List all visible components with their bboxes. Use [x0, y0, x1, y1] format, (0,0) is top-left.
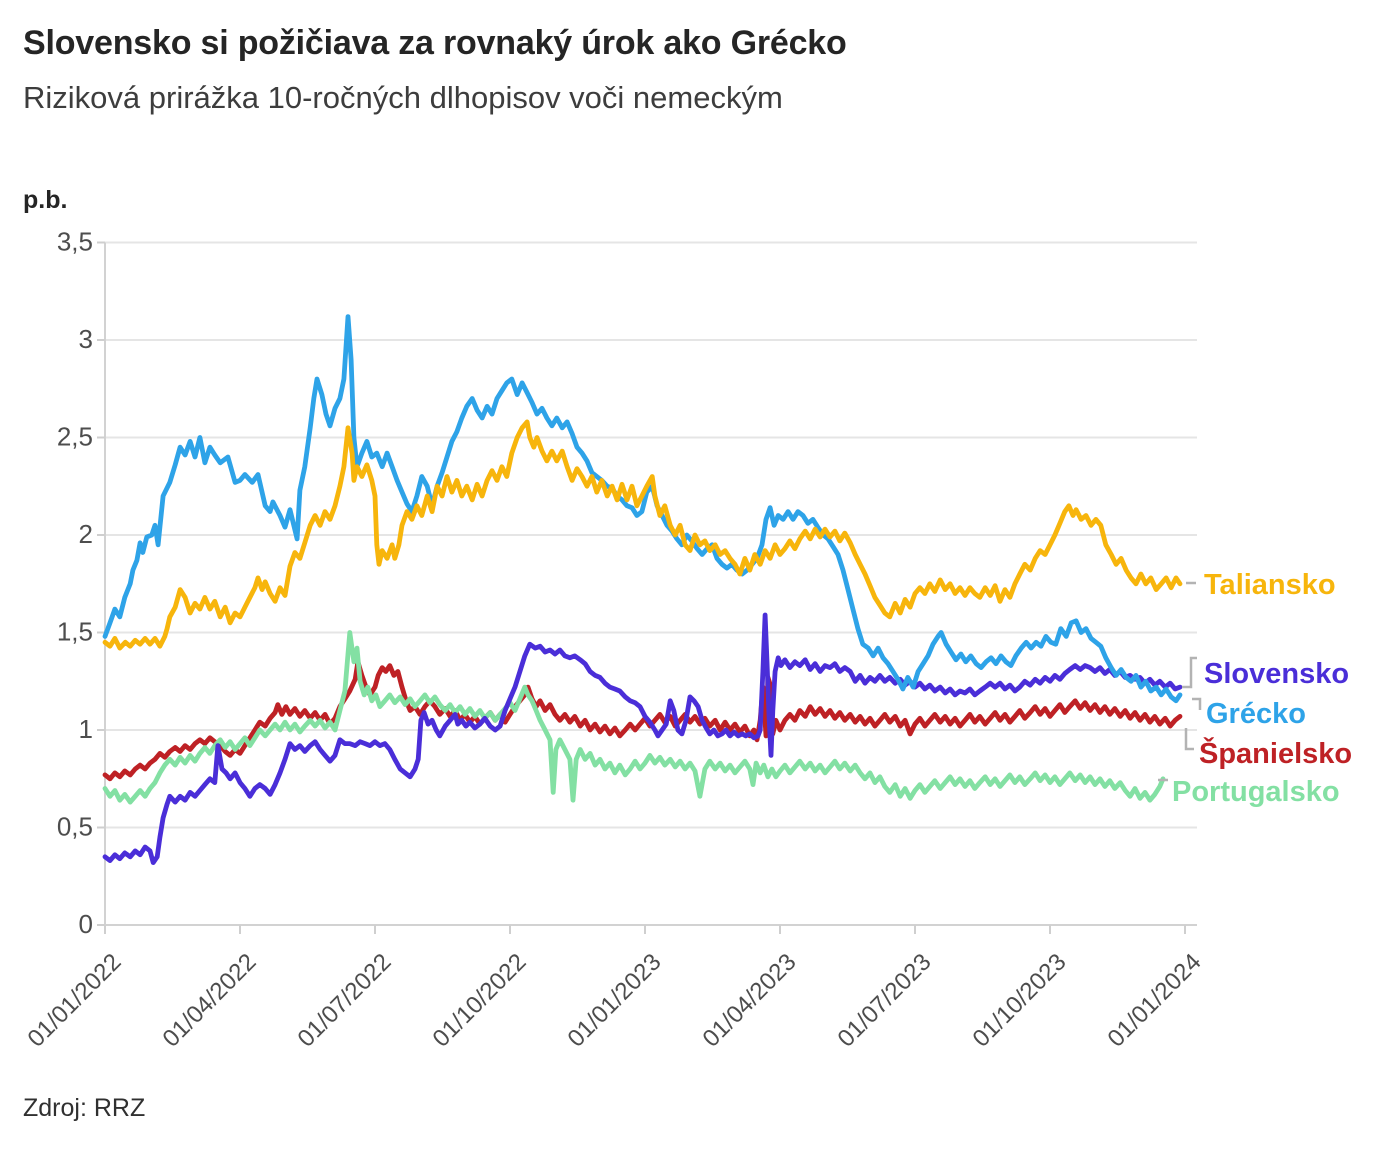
x-tick-label: 01/04/2022: [158, 948, 262, 1052]
legend-label-portugalsko: Portugalsko: [1172, 776, 1340, 808]
legend-connector-spanielsko: [1184, 728, 1194, 751]
x-tick-label: 01/10/2022: [428, 948, 532, 1052]
x-tick-label: 01/07/2022: [293, 948, 397, 1052]
series-line-španielsko: [102, 659, 1183, 782]
legend-label-taliansko: Taliansko: [1204, 569, 1336, 601]
x-tick-label: 01/01/2022: [23, 948, 127, 1052]
series-lines: [102, 314, 1183, 865]
y-tick-label: 1: [79, 714, 93, 744]
x-tick-label: 01/10/2023: [968, 948, 1072, 1052]
series-line-taliansko: [102, 419, 1183, 651]
y-tick-label: 1,5: [57, 617, 93, 647]
y-tick-label: 3: [79, 324, 93, 354]
x-tick-label: 01/01/2023: [563, 948, 667, 1052]
series-line-slovensko: [102, 612, 1183, 865]
x-tick-label: 01/07/2023: [833, 948, 937, 1052]
y-axis-tick-labels: 0 0,5 1 1,5 2 2,5 3 3,5: [57, 227, 93, 940]
y-tick-label: 0,5: [57, 812, 93, 842]
y-axis-unit-label: p.b.: [23, 186, 68, 214]
legend-label-spanielsko: Španielsko: [1199, 736, 1352, 770]
legend: Taliansko Slovensko Grécko Španielsko Po…: [1158, 569, 1352, 808]
y-tick-label: 2: [79, 519, 93, 549]
page-subtitle: Riziková prirážka 10-ročných dlhopisov v…: [23, 80, 783, 115]
source-note: Zdroj: RRZ: [23, 1094, 146, 1122]
y-tick-label: 2,5: [57, 422, 93, 452]
axes: [97, 241, 1186, 934]
series-line-grécko: [102, 314, 1183, 704]
x-axis-tick-labels: 01/01/2022 01/04/2022 01/07/2022 01/10/2…: [23, 948, 1207, 1052]
y-tick-label: 3,5: [57, 227, 93, 257]
page-title: Slovensko si požičiava za rovnaký úrok a…: [23, 24, 847, 62]
y-tick-label: 0: [79, 909, 93, 939]
legend-label-grecko: Grécko: [1206, 698, 1306, 730]
x-tick-label: 01/04/2023: [698, 948, 802, 1052]
series-line-portugalsko: [102, 630, 1166, 805]
x-tick-label: 01/01/2024: [1103, 948, 1207, 1052]
legend-connector-slovensko: [1182, 656, 1197, 689]
legend-label-slovensko: Slovensko: [1204, 658, 1349, 690]
gridlines: [105, 241, 1197, 926]
legend-connector-grecko: [1192, 697, 1202, 710]
